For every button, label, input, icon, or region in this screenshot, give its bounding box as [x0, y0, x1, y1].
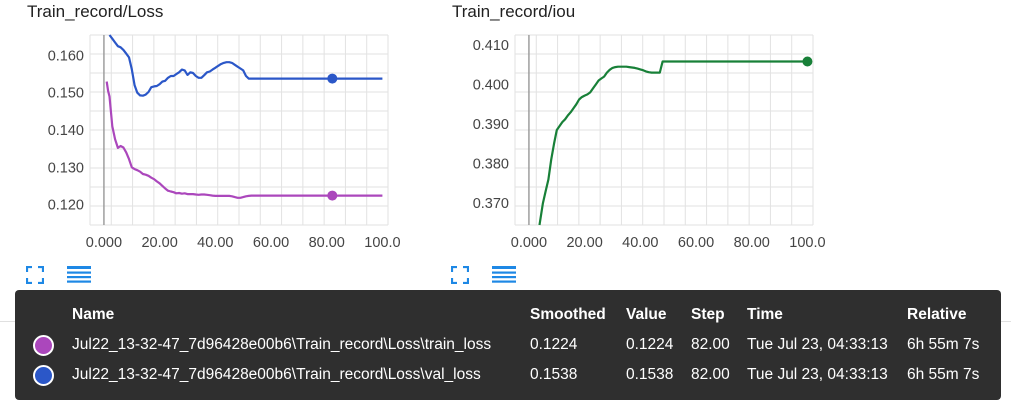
series-marker-val_loss — [327, 73, 338, 84]
header-smoothed: Smoothed — [530, 306, 606, 323]
row-time: Tue Jul 23, 04:33:13 — [747, 366, 888, 383]
x-tick-label: 40.00 — [197, 235, 233, 251]
tooltip-header-row: Name Smoothed Value Step Time Relative — [29, 300, 997, 330]
y-tick-label: 0.390 — [473, 117, 509, 133]
x-tick-label: 20.00 — [566, 235, 602, 251]
chart-tooltip: Name Smoothed Value Step Time Relative J… — [15, 290, 1001, 400]
grid — [89, 34, 389, 226]
chart-title: Train_record/iou — [452, 2, 576, 21]
row-time: Tue Jul 23, 04:33:13 — [747, 336, 888, 353]
grid — [514, 34, 814, 226]
row-relative: 6h 55m 7s — [907, 366, 980, 383]
chart-title: Train_record/Loss — [27, 2, 164, 21]
loss-chart-card: Train_record/Loss — [27, 0, 427, 260]
data-table-icon[interactable] — [492, 266, 516, 291]
x-tick-label: 100.0 — [789, 235, 825, 251]
x-tick-label: 40.00 — [622, 235, 658, 251]
y-tick-label: 0.130 — [48, 160, 84, 176]
row-step: 82.00 — [691, 336, 730, 353]
data-table-icon[interactable] — [67, 266, 91, 291]
header-name: Name — [72, 306, 115, 323]
row-value: 0.1538 — [626, 366, 674, 383]
x-tick-label: 100.0 — [364, 235, 400, 251]
y-tick-label: 0.120 — [48, 198, 84, 214]
x-tick-label: 60.00 — [253, 235, 289, 251]
x-tick-label: 20.00 — [141, 235, 177, 251]
y-tick-label: 0.150 — [48, 86, 84, 102]
x-tick-label: 0.000 — [86, 235, 122, 251]
header-time: Time — [747, 306, 783, 323]
y-tick-label: 0.410 — [473, 38, 509, 54]
series-color-swatch — [29, 330, 72, 360]
table-row: Jul22_13-32-47_7d96428e00b6\Train_record… — [29, 330, 997, 360]
x-tick-label: 60.00 — [678, 235, 714, 251]
row-value: 0.1224 — [626, 336, 674, 353]
series-color-swatch — [29, 360, 72, 390]
row-step: 82.00 — [691, 366, 730, 383]
loss-chart[interactable]: 0.000 20.00 40.00 60.00 80.00 100.0 0.120 0.130… — [0, 0, 420, 260]
series-line-train_loss — [105, 81, 383, 199]
table-row: Jul22_13-32-47_7d96428e00b6\Train_record… — [29, 360, 997, 390]
x-tick-label: 80.00 — [309, 235, 345, 251]
series-dot-icon — [33, 334, 54, 356]
x-tick-label: 0.000 — [511, 235, 547, 251]
row-name: Jul22_13-32-47_7d96428e00b6\Train_record… — [72, 336, 492, 353]
header-relative: Relative — [907, 306, 967, 323]
y-tick-label: 0.400 — [473, 77, 509, 93]
iou-chart-card: Train_record/iou — [452, 0, 852, 260]
row-relative: 6h 55m 7s — [907, 336, 980, 353]
row-smoothed: 0.1224 — [530, 336, 578, 353]
header-value: Value — [626, 306, 667, 323]
header-color — [29, 300, 72, 330]
series-marker-iou — [802, 56, 813, 67]
y-tick-label: 0.140 — [48, 123, 84, 139]
tooltip-table: Name Smoothed Value Step Time Relative J… — [29, 300, 997, 390]
header-step: Step — [691, 306, 725, 323]
series-dot-icon — [33, 364, 54, 386]
x-tick-label: 80.00 — [734, 235, 770, 251]
series-line-iou — [538, 60, 808, 226]
y-tick-label: 0.160 — [48, 48, 84, 64]
fullscreen-icon[interactable] — [25, 265, 45, 289]
row-smoothed: 0.1538 — [530, 366, 578, 383]
iou-chart[interactable]: 0.000 20.00 40.00 60.00 80.00 100.0 0.370 0.380… — [0, 0, 840, 260]
fullscreen-icon[interactable] — [450, 265, 470, 289]
series-marker-train_loss — [327, 190, 338, 201]
y-tick-label: 0.370 — [473, 196, 509, 212]
y-tick-label: 0.380 — [473, 157, 509, 173]
row-name: Jul22_13-32-47_7d96428e00b6\Train_record… — [72, 366, 481, 383]
